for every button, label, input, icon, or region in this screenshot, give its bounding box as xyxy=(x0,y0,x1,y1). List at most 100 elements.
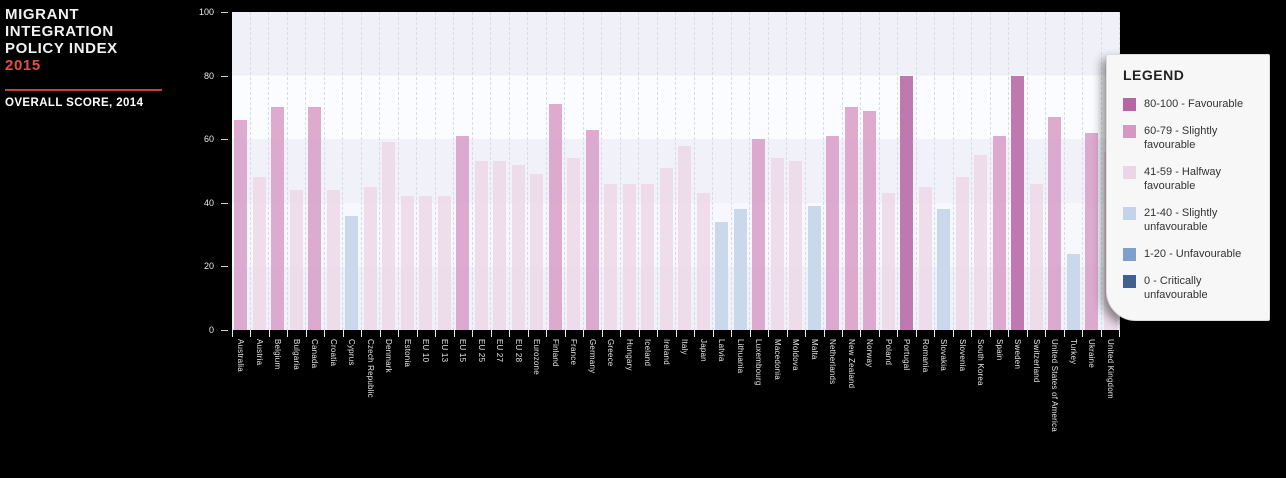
legend-label: 80-100 - Favourable xyxy=(1144,98,1244,110)
bar-moldova[interactable] xyxy=(789,161,803,330)
x-axis-labels: Australia Austria Belgium Bulgaria Canada Cro… xyxy=(232,339,1120,478)
bar-slot xyxy=(473,12,491,330)
bar-macedonia[interactable] xyxy=(770,158,784,330)
bar-switzerland[interactable] xyxy=(1029,183,1043,330)
bar-denmark[interactable] xyxy=(382,142,396,330)
x-tick xyxy=(1082,330,1100,337)
bar-ireland[interactable] xyxy=(659,167,673,330)
bar-finland[interactable] xyxy=(548,104,562,330)
bar-france[interactable] xyxy=(567,158,581,330)
legend-label: 41-59 - Halfway favourable xyxy=(1144,166,1222,192)
bar-italy[interactable] xyxy=(678,145,692,330)
x-label: Luxembourg xyxy=(754,339,764,386)
bar-germany[interactable] xyxy=(585,129,599,330)
bar-slot xyxy=(750,12,769,330)
x-label-slot: EU 25 xyxy=(473,339,492,478)
x-label-slot: Netherlands xyxy=(824,339,843,478)
bar-eurozone[interactable] xyxy=(530,174,544,330)
bar-malta[interactable] xyxy=(807,205,821,330)
x-tick xyxy=(361,330,379,337)
bar-netherlands[interactable] xyxy=(826,136,840,330)
bar-united-states-of-america[interactable] xyxy=(1048,116,1062,330)
bar-eu-28[interactable] xyxy=(511,164,525,330)
bar-slot xyxy=(584,12,602,330)
x-label: Spain xyxy=(994,339,1004,361)
bar-romania[interactable] xyxy=(918,186,932,330)
x-tick xyxy=(675,330,694,337)
legend-swatch xyxy=(1123,125,1136,138)
bar-slot xyxy=(695,12,713,330)
bar-australia[interactable] xyxy=(234,120,248,330)
bar-ukraine[interactable] xyxy=(1085,132,1099,330)
x-tick xyxy=(472,330,490,337)
x-label-slot: EU 15 xyxy=(454,339,473,478)
bar-slot xyxy=(510,12,528,330)
bar-slot xyxy=(602,12,621,330)
bar-bulgaria[interactable] xyxy=(289,190,303,330)
x-label-slot: EU 10 xyxy=(417,339,436,478)
bar-slovenia[interactable] xyxy=(955,177,969,330)
bar-eu-15[interactable] xyxy=(456,136,470,330)
bar-slot xyxy=(1065,12,1083,330)
x-label-slot: Slovakia xyxy=(935,339,954,478)
bar-norway[interactable] xyxy=(863,110,877,330)
bar-greece[interactable] xyxy=(604,183,618,330)
x-tick xyxy=(546,330,564,337)
bar-portugal[interactable] xyxy=(900,75,914,330)
bar-poland[interactable] xyxy=(881,193,895,330)
bar-czech-republic[interactable] xyxy=(363,186,377,330)
x-label-slot: Iceland xyxy=(639,339,658,478)
bar-hungary[interactable] xyxy=(622,183,636,330)
bar-slot xyxy=(972,12,991,330)
bar-cyprus[interactable] xyxy=(345,215,359,330)
x-tick xyxy=(989,330,1008,337)
x-label-slot: Norway xyxy=(861,339,880,478)
bar-spain[interactable] xyxy=(992,136,1006,330)
y-axis-tick xyxy=(221,266,228,268)
x-label-slot: Sweden xyxy=(1009,339,1028,478)
bar-slot xyxy=(1083,12,1102,330)
bar-turkey[interactable] xyxy=(1066,253,1080,330)
bar-new-zealand[interactable] xyxy=(844,107,858,330)
bar-south-korea[interactable] xyxy=(974,155,988,330)
y-axis-label: 40 xyxy=(203,197,214,208)
bar-slot xyxy=(380,12,399,330)
x-label-slot: Switzerland xyxy=(1028,339,1047,478)
x-tick xyxy=(564,330,583,337)
x-label: Ireland xyxy=(661,339,671,365)
bar-canada[interactable] xyxy=(308,107,322,330)
x-label-slot: Croatia xyxy=(325,339,344,478)
bar-slot xyxy=(491,12,510,330)
bar-iceland[interactable] xyxy=(641,183,655,330)
bar-belgium[interactable] xyxy=(271,107,285,330)
x-label: Macedonia xyxy=(772,339,782,380)
bar-eu-25[interactable] xyxy=(474,161,488,330)
x-label-slot: Turkey xyxy=(1065,339,1084,478)
bar-austria[interactable] xyxy=(252,177,266,330)
bar-croatia[interactable] xyxy=(326,190,340,330)
legend-label: 0 - Critically unfavourable xyxy=(1144,275,1208,301)
bar-latvia[interactable] xyxy=(715,221,729,330)
x-tick xyxy=(453,330,472,337)
legend-swatch xyxy=(1123,248,1136,261)
bar-eu-10[interactable] xyxy=(419,196,433,330)
bar-slovakia[interactable] xyxy=(937,209,951,330)
x-tick xyxy=(638,330,657,337)
x-label: Latvia xyxy=(717,339,727,362)
x-tick xyxy=(305,330,324,337)
bar-lithuania[interactable] xyxy=(733,209,747,330)
bar-slot xyxy=(1046,12,1065,330)
title-line-3: POLICY INDEX xyxy=(5,40,118,57)
bar-slot xyxy=(769,12,787,330)
bar-sweden[interactable] xyxy=(1011,75,1025,330)
x-tick xyxy=(657,330,675,337)
bar-japan[interactable] xyxy=(696,193,710,330)
bar-estonia[interactable] xyxy=(400,196,414,330)
bar-eu-13[interactable] xyxy=(437,196,451,330)
legend-items: 80-100 - Favourable 60-79 - Slightly favo… xyxy=(1123,97,1261,302)
bar-slot xyxy=(880,12,898,330)
bar-eu-27[interactable] xyxy=(493,161,507,330)
bar-luxembourg[interactable] xyxy=(752,139,766,330)
x-label: United Kingdom xyxy=(1105,339,1115,399)
